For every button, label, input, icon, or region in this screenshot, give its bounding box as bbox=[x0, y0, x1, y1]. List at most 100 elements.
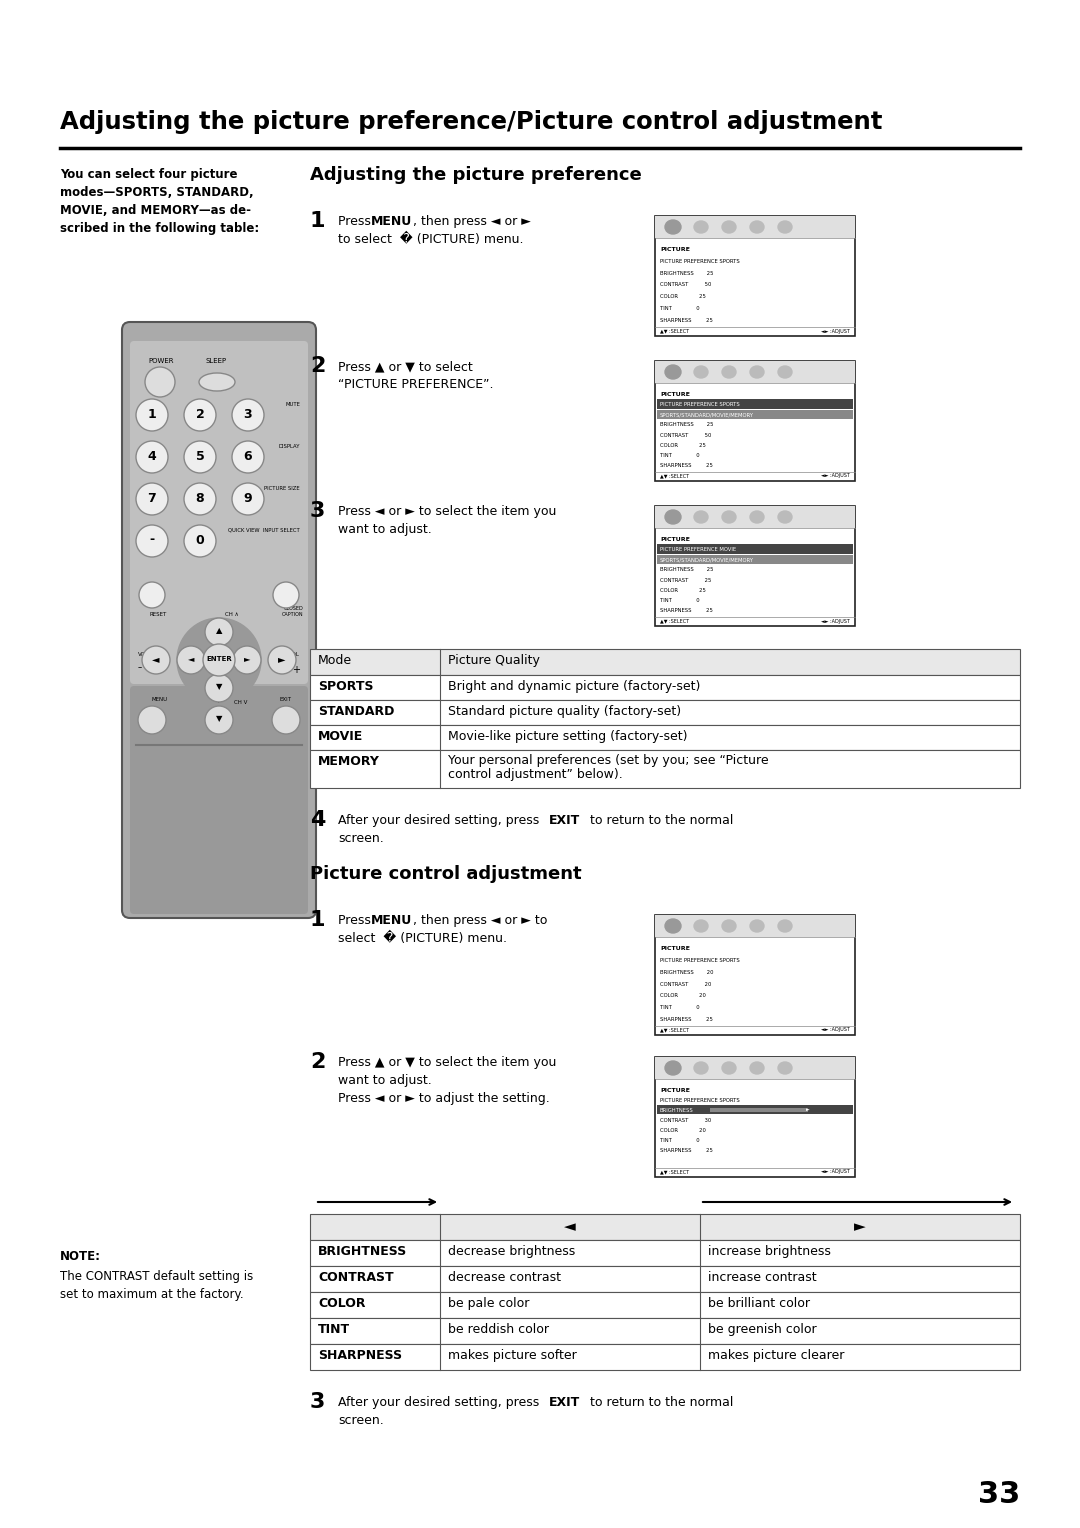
Bar bbox=[657, 399, 853, 408]
Circle shape bbox=[177, 617, 261, 701]
Text: 1: 1 bbox=[310, 211, 325, 231]
Bar bbox=[310, 700, 1020, 724]
Text: MUTE: MUTE bbox=[285, 402, 300, 406]
Circle shape bbox=[232, 483, 264, 515]
Text: ▲▼ :SELECT: ▲▼ :SELECT bbox=[660, 1169, 689, 1175]
Text: Press: Press bbox=[338, 215, 375, 228]
Circle shape bbox=[205, 674, 233, 701]
Circle shape bbox=[232, 442, 264, 474]
Text: ◄► :ADJUST: ◄► :ADJUST bbox=[821, 329, 850, 333]
Text: ▼: ▼ bbox=[216, 683, 222, 692]
Text: decrease brightness: decrease brightness bbox=[448, 1245, 576, 1258]
Circle shape bbox=[273, 582, 299, 608]
Text: , then press ◄ or ►: , then press ◄ or ► bbox=[413, 215, 531, 228]
Circle shape bbox=[184, 526, 216, 558]
Text: Movie-like picture setting (factory-set): Movie-like picture setting (factory-set) bbox=[448, 730, 688, 743]
Text: COLOR             25: COLOR 25 bbox=[660, 588, 706, 593]
Text: decrease contrast: decrease contrast bbox=[448, 1271, 561, 1284]
Text: 7: 7 bbox=[148, 492, 157, 504]
Text: DISPLAY: DISPLAY bbox=[279, 445, 300, 449]
Text: control adjustment” below).: control adjustment” below). bbox=[448, 769, 623, 781]
Ellipse shape bbox=[665, 365, 681, 379]
Text: SHARPNESS         25: SHARPNESS 25 bbox=[660, 318, 713, 322]
FancyBboxPatch shape bbox=[130, 341, 308, 685]
Text: PICTURE PREFERENCE SPORTS: PICTURE PREFERENCE SPORTS bbox=[660, 402, 740, 406]
Text: TINT               0: TINT 0 bbox=[660, 306, 700, 310]
Text: ▲▼ :SELECT: ▲▼ :SELECT bbox=[660, 1027, 689, 1033]
Circle shape bbox=[184, 399, 216, 431]
Text: 1: 1 bbox=[310, 911, 325, 931]
Text: Adjusting the picture preference: Adjusting the picture preference bbox=[310, 167, 642, 183]
Text: ◄: ◄ bbox=[188, 654, 194, 663]
Text: CH V: CH V bbox=[234, 700, 247, 704]
Text: 4: 4 bbox=[310, 810, 325, 830]
Circle shape bbox=[136, 526, 168, 558]
Text: CH ∧: CH ∧ bbox=[225, 613, 239, 617]
Bar bbox=[310, 1267, 1020, 1293]
Text: be brilliant color: be brilliant color bbox=[708, 1297, 810, 1309]
Text: ◄: ◄ bbox=[564, 1219, 576, 1235]
Bar bbox=[654, 215, 855, 238]
Text: 9: 9 bbox=[244, 492, 253, 504]
Text: Press ▲ or ▼ to select the item you: Press ▲ or ▼ to select the item you bbox=[338, 1056, 556, 1070]
Circle shape bbox=[141, 646, 170, 674]
Text: VOL: VOL bbox=[138, 652, 149, 657]
Circle shape bbox=[139, 582, 165, 608]
Text: CONTRAST          50: CONTRAST 50 bbox=[660, 283, 712, 287]
Text: makes picture softer: makes picture softer bbox=[448, 1349, 577, 1361]
Ellipse shape bbox=[750, 920, 764, 932]
Text: After your desired setting, press: After your desired setting, press bbox=[338, 814, 543, 827]
Ellipse shape bbox=[750, 510, 764, 523]
Ellipse shape bbox=[665, 1060, 681, 1076]
Circle shape bbox=[136, 399, 168, 431]
Ellipse shape bbox=[723, 510, 735, 523]
Text: CONTRAST          30: CONTRAST 30 bbox=[660, 1117, 712, 1123]
Ellipse shape bbox=[778, 920, 792, 932]
Text: select  � (PICTURE) menu.: select � (PICTURE) menu. bbox=[338, 932, 507, 946]
Text: ▲: ▲ bbox=[216, 626, 222, 636]
Text: BRIGHTNESS        20: BRIGHTNESS 20 bbox=[660, 970, 714, 975]
Text: 3: 3 bbox=[310, 1392, 325, 1412]
Ellipse shape bbox=[723, 222, 735, 232]
Text: CONTRAST          20: CONTRAST 20 bbox=[660, 981, 712, 987]
Text: SLEEP: SLEEP bbox=[205, 358, 226, 364]
Text: Standard picture quality (factory-set): Standard picture quality (factory-set) bbox=[448, 704, 681, 718]
Text: ▲▼ :SELECT: ▲▼ :SELECT bbox=[660, 619, 689, 623]
Bar bbox=[657, 555, 853, 564]
Text: SPORTS/STANDARD/MOVIE/MEMORY: SPORTS/STANDARD/MOVIE/MEMORY bbox=[660, 558, 754, 562]
Text: 2: 2 bbox=[310, 356, 325, 376]
Bar bbox=[654, 506, 855, 626]
Text: “PICTURE PREFERENCE”.: “PICTURE PREFERENCE”. bbox=[338, 377, 494, 391]
Text: PICTURE: PICTURE bbox=[660, 391, 690, 397]
Text: EXIT: EXIT bbox=[280, 697, 292, 701]
Ellipse shape bbox=[694, 920, 708, 932]
Circle shape bbox=[138, 706, 166, 733]
Text: increase contrast: increase contrast bbox=[708, 1271, 816, 1284]
Text: ▲▼ :SELECT: ▲▼ :SELECT bbox=[660, 329, 689, 333]
Text: PICTURE: PICTURE bbox=[660, 536, 690, 541]
Ellipse shape bbox=[750, 222, 764, 232]
Text: QUICK VIEW  INPUT SELECT: QUICK VIEW INPUT SELECT bbox=[228, 529, 300, 533]
Text: Adjusting the picture preference/Picture control adjustment: Adjusting the picture preference/Picture… bbox=[60, 110, 882, 134]
Ellipse shape bbox=[694, 367, 708, 377]
Circle shape bbox=[205, 706, 233, 733]
Text: BRIGHTNESS: BRIGHTNESS bbox=[660, 1108, 693, 1112]
Text: NOTE:: NOTE: bbox=[60, 1250, 102, 1264]
Text: EXIT: EXIT bbox=[549, 814, 580, 827]
Text: TINT               0: TINT 0 bbox=[660, 597, 700, 604]
Text: MENU: MENU bbox=[372, 215, 413, 228]
Text: ►: ► bbox=[806, 1108, 810, 1112]
Text: SHARPNESS         25: SHARPNESS 25 bbox=[660, 1016, 713, 1022]
Text: SHARPNESS         25: SHARPNESS 25 bbox=[660, 463, 713, 469]
Text: ◄► :ADJUST: ◄► :ADJUST bbox=[821, 1169, 850, 1175]
Bar bbox=[310, 1215, 1020, 1241]
Bar bbox=[657, 1105, 853, 1114]
Text: COLOR             25: COLOR 25 bbox=[660, 443, 706, 448]
Bar bbox=[657, 544, 853, 553]
Text: PICTURE: PICTURE bbox=[660, 946, 690, 952]
Bar bbox=[654, 506, 855, 529]
Bar bbox=[654, 215, 855, 336]
Bar bbox=[310, 1293, 1020, 1319]
Text: BRIGHTNESS: BRIGHTNESS bbox=[318, 1245, 407, 1258]
Text: increase brightness: increase brightness bbox=[708, 1245, 831, 1258]
